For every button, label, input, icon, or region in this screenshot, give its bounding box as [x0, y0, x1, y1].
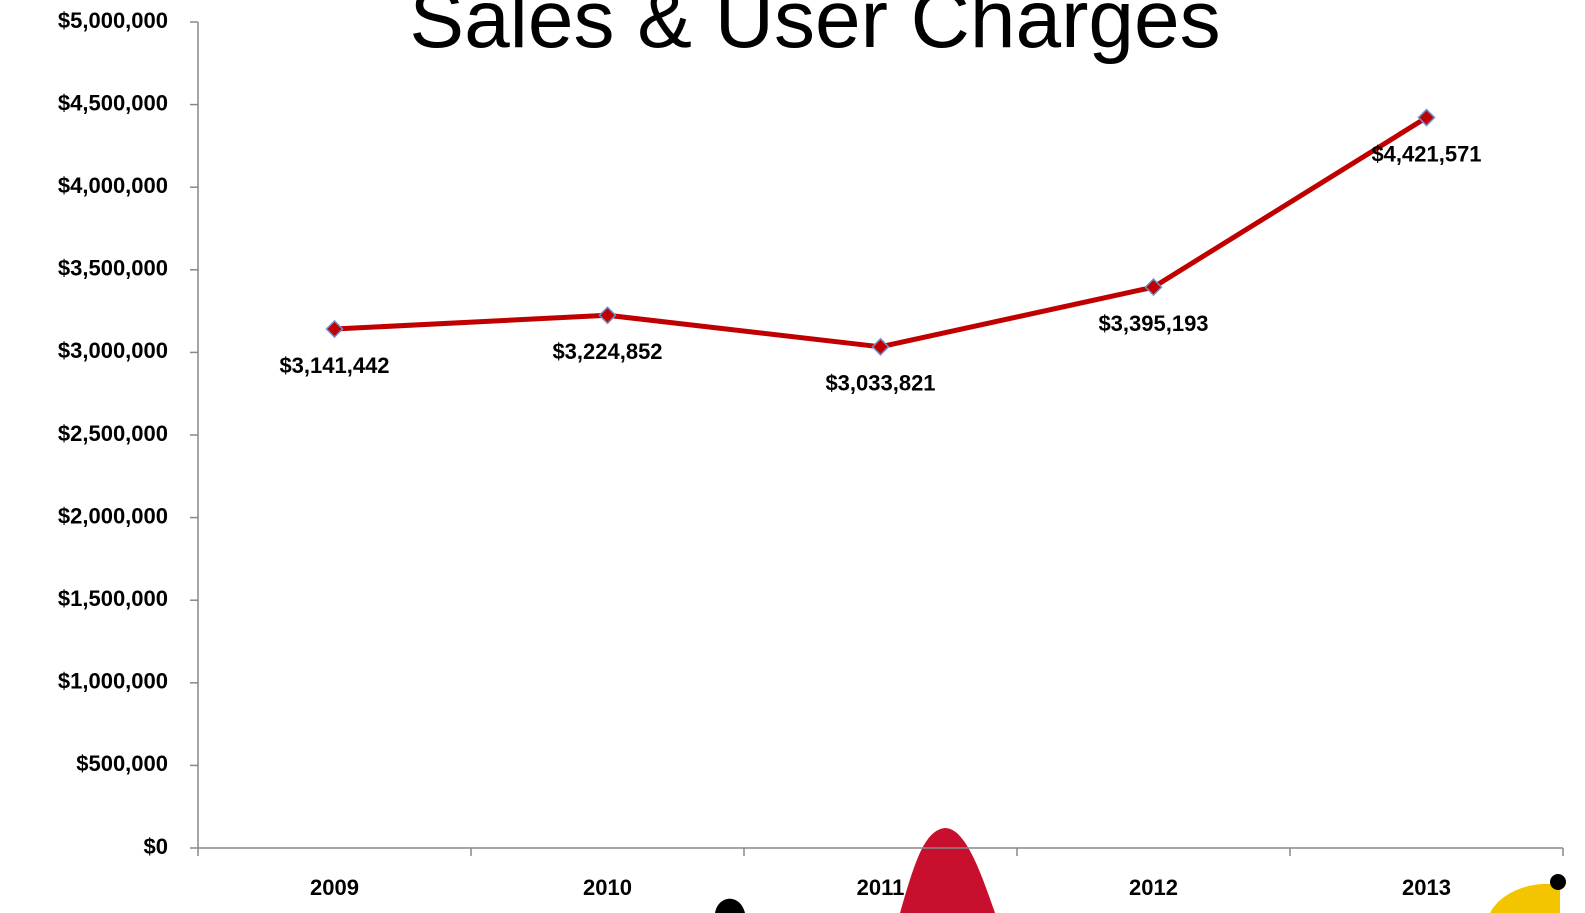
y-tick-label: $2,500,000 — [58, 421, 168, 446]
decoration — [715, 899, 745, 913]
page: {"chart_data": { "type": "line", "title"… — [0, 0, 1585, 913]
decoration — [1490, 884, 1560, 913]
y-tick-label: $5,000,000 — [58, 8, 168, 33]
data-label: $3,224,852 — [552, 339, 662, 364]
y-tick-label: $4,000,000 — [58, 173, 168, 198]
marker — [600, 307, 616, 323]
data-label: $3,033,821 — [825, 371, 935, 396]
y-tick-label: $1,000,000 — [58, 669, 168, 694]
data-label: $3,141,442 — [279, 353, 389, 378]
y-tick-label: $2,000,000 — [58, 503, 168, 528]
y-tick-label: $0 — [144, 834, 168, 859]
data-label: $4,421,571 — [1371, 141, 1481, 166]
marker — [327, 321, 343, 337]
x-tick-label: 2010 — [583, 875, 632, 900]
x-tick-label: 2011 — [857, 875, 905, 900]
x-tick-label: 2012 — [1129, 875, 1178, 900]
y-tick-label: $3,000,000 — [58, 338, 168, 363]
y-tick-label: $4,500,000 — [58, 90, 168, 115]
chart: Sales & User Charges $0 $500,000 $1,000,00… — [0, 0, 1585, 913]
decoration — [1550, 874, 1566, 890]
decoration — [900, 828, 995, 913]
y-tick-label: $1,500,000 — [58, 586, 168, 611]
x-tick-label: 2013 — [1402, 875, 1451, 900]
y-tick-label: $500,000 — [76, 751, 168, 776]
y-tick-label: $3,500,000 — [58, 256, 168, 281]
data-label: $3,395,193 — [1098, 311, 1208, 336]
chart-title: Sales & User Charges — [409, 0, 1220, 65]
x-tick-label: 2009 — [310, 875, 359, 900]
marker — [873, 339, 889, 355]
line — [335, 118, 1427, 347]
